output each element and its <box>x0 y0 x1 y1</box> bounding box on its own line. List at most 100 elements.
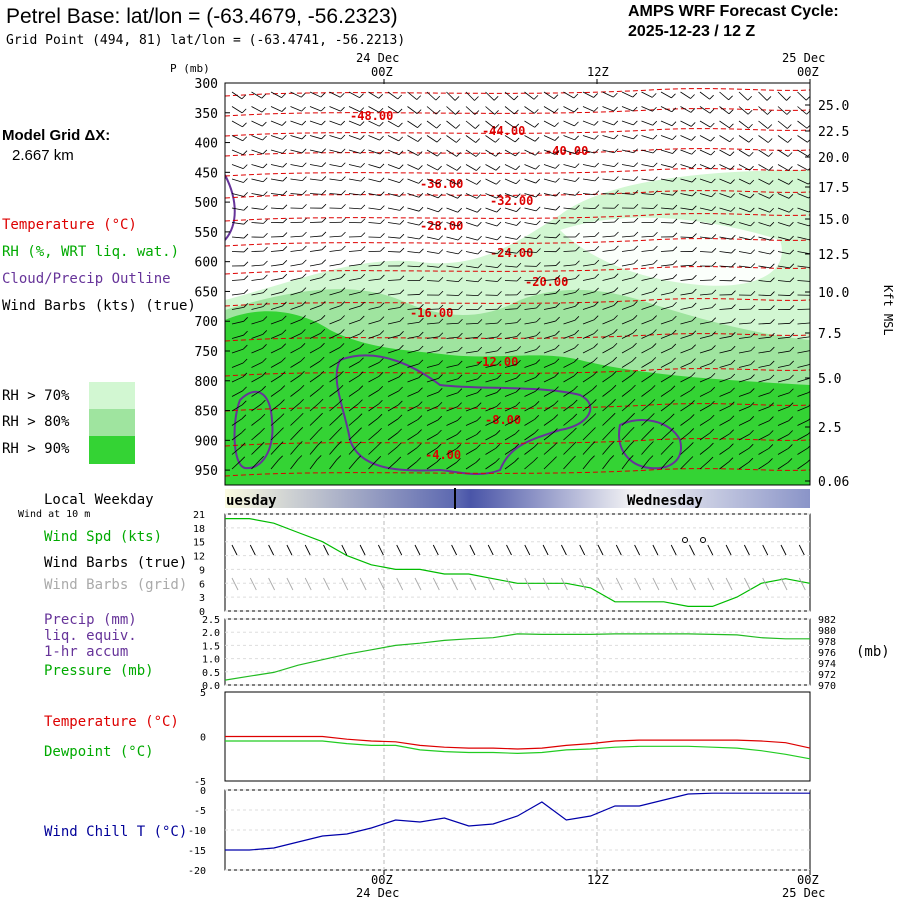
wind-barb-flag <box>399 275 405 281</box>
wind-barb-flag <box>769 207 775 213</box>
wind-barb-flag <box>261 385 266 391</box>
wind-barb-flag <box>689 428 695 433</box>
wind-barb-flag <box>553 400 559 405</box>
wind-barb <box>602 319 614 325</box>
wind-barb-flag <box>594 259 600 265</box>
wind-barb-flag <box>769 194 774 199</box>
wind-barb-flag <box>341 190 346 195</box>
wind-barb-flag <box>475 124 480 129</box>
wind-barb-flag <box>750 249 756 254</box>
isotherm-line <box>225 88 810 97</box>
wind-barb <box>426 322 439 325</box>
wind-barb <box>758 135 769 143</box>
wind-barb <box>309 149 322 154</box>
wind-frame <box>224 513 811 612</box>
wind-barb-flag <box>281 107 287 112</box>
wind-barb <box>251 278 264 281</box>
wind-barb <box>738 265 751 268</box>
wind-barb-flag <box>475 152 481 157</box>
wind-barb-flag <box>573 371 579 377</box>
wind-barb <box>329 120 341 126</box>
pressure-unit: (mb) <box>856 644 890 660</box>
wind-barb <box>407 405 419 412</box>
wind-barb-flag <box>554 372 560 377</box>
wind-barb <box>407 363 420 368</box>
wind-barb <box>290 388 301 397</box>
wind-barb <box>524 164 536 170</box>
wind-barb-flag <box>281 315 287 321</box>
wind-barb <box>309 459 318 470</box>
wind-barb-true <box>560 544 567 556</box>
wind-barb <box>797 433 809 441</box>
wind-barb-flag <box>672 163 677 168</box>
wind-barb <box>231 362 244 368</box>
wind-barb <box>641 459 650 470</box>
wind-barb-flag <box>455 138 461 143</box>
temp-tick-label: -5 <box>194 777 206 788</box>
wind-barb-flag <box>516 207 521 212</box>
wind-barb <box>563 222 576 224</box>
wind-barb-flag <box>397 94 403 100</box>
wind-barb-flag <box>475 458 481 463</box>
wind-barb-flag <box>651 371 656 376</box>
windchill-tick-label: -10 <box>188 826 206 837</box>
wind-barb <box>446 420 458 426</box>
wind-barb-flag <box>710 372 716 378</box>
wind-barb <box>309 430 319 441</box>
wind-barb-flag <box>610 412 616 418</box>
wind-barb <box>582 291 595 296</box>
wind-barb-flag <box>437 429 442 435</box>
wind-barb <box>699 390 711 397</box>
wind-barb <box>485 322 498 325</box>
wind-barb-flag <box>729 137 735 143</box>
wind-barb-true <box>506 544 512 556</box>
wind-barb <box>660 417 671 426</box>
wind-barb-flag <box>769 416 774 421</box>
wind-barb-flag <box>593 315 599 320</box>
wind-barb-flag <box>476 194 482 199</box>
wind-barb <box>777 294 791 296</box>
wind-barb-flag <box>281 343 287 348</box>
wind-barb <box>348 445 358 455</box>
wind-barb <box>407 106 418 114</box>
wind-barb <box>329 235 342 238</box>
wind-barb <box>231 135 243 142</box>
wind-barb-flag <box>516 332 522 337</box>
wind-barb <box>465 378 478 383</box>
wind-barb-flag <box>652 106 657 112</box>
wind-barb <box>699 362 712 368</box>
wind-barb <box>738 350 751 354</box>
wind-barb-flag <box>514 137 520 143</box>
wind-barb <box>231 193 244 197</box>
wind-barb <box>641 291 654 296</box>
wind-barb-flag <box>242 400 247 406</box>
legend-rh70-swatch <box>89 382 135 409</box>
wind-barb <box>582 333 595 339</box>
wind-barb <box>699 349 712 354</box>
wind-barb-flag <box>477 291 483 296</box>
wind-barb <box>602 106 614 112</box>
wind-barb <box>348 164 361 168</box>
wind-barb <box>426 447 438 455</box>
wind-barb-flag <box>359 121 365 126</box>
wind-barb-flag <box>786 96 791 101</box>
weekday-label: Local Weekday <box>44 492 154 508</box>
wind-barb-flag <box>298 412 304 418</box>
wind-barb <box>582 235 596 238</box>
wind-barb-flag <box>515 193 521 198</box>
wind-barb-flag <box>299 384 305 390</box>
temperature-label: -28.00 <box>420 219 463 233</box>
wind-barb <box>621 120 634 126</box>
wind-barb-flag <box>399 220 405 225</box>
wind-barb-flag <box>730 373 736 379</box>
wind-barb-flag <box>575 191 580 196</box>
wind-barb <box>660 207 673 210</box>
wind-barb <box>563 278 576 281</box>
wind-barb <box>699 335 712 339</box>
wind-barb-flag <box>516 262 522 268</box>
wind-barb <box>504 377 517 383</box>
pressure-tick-label: 600 <box>195 256 218 271</box>
weekday-gradient <box>225 489 810 508</box>
wind-barb-flag <box>458 332 463 338</box>
